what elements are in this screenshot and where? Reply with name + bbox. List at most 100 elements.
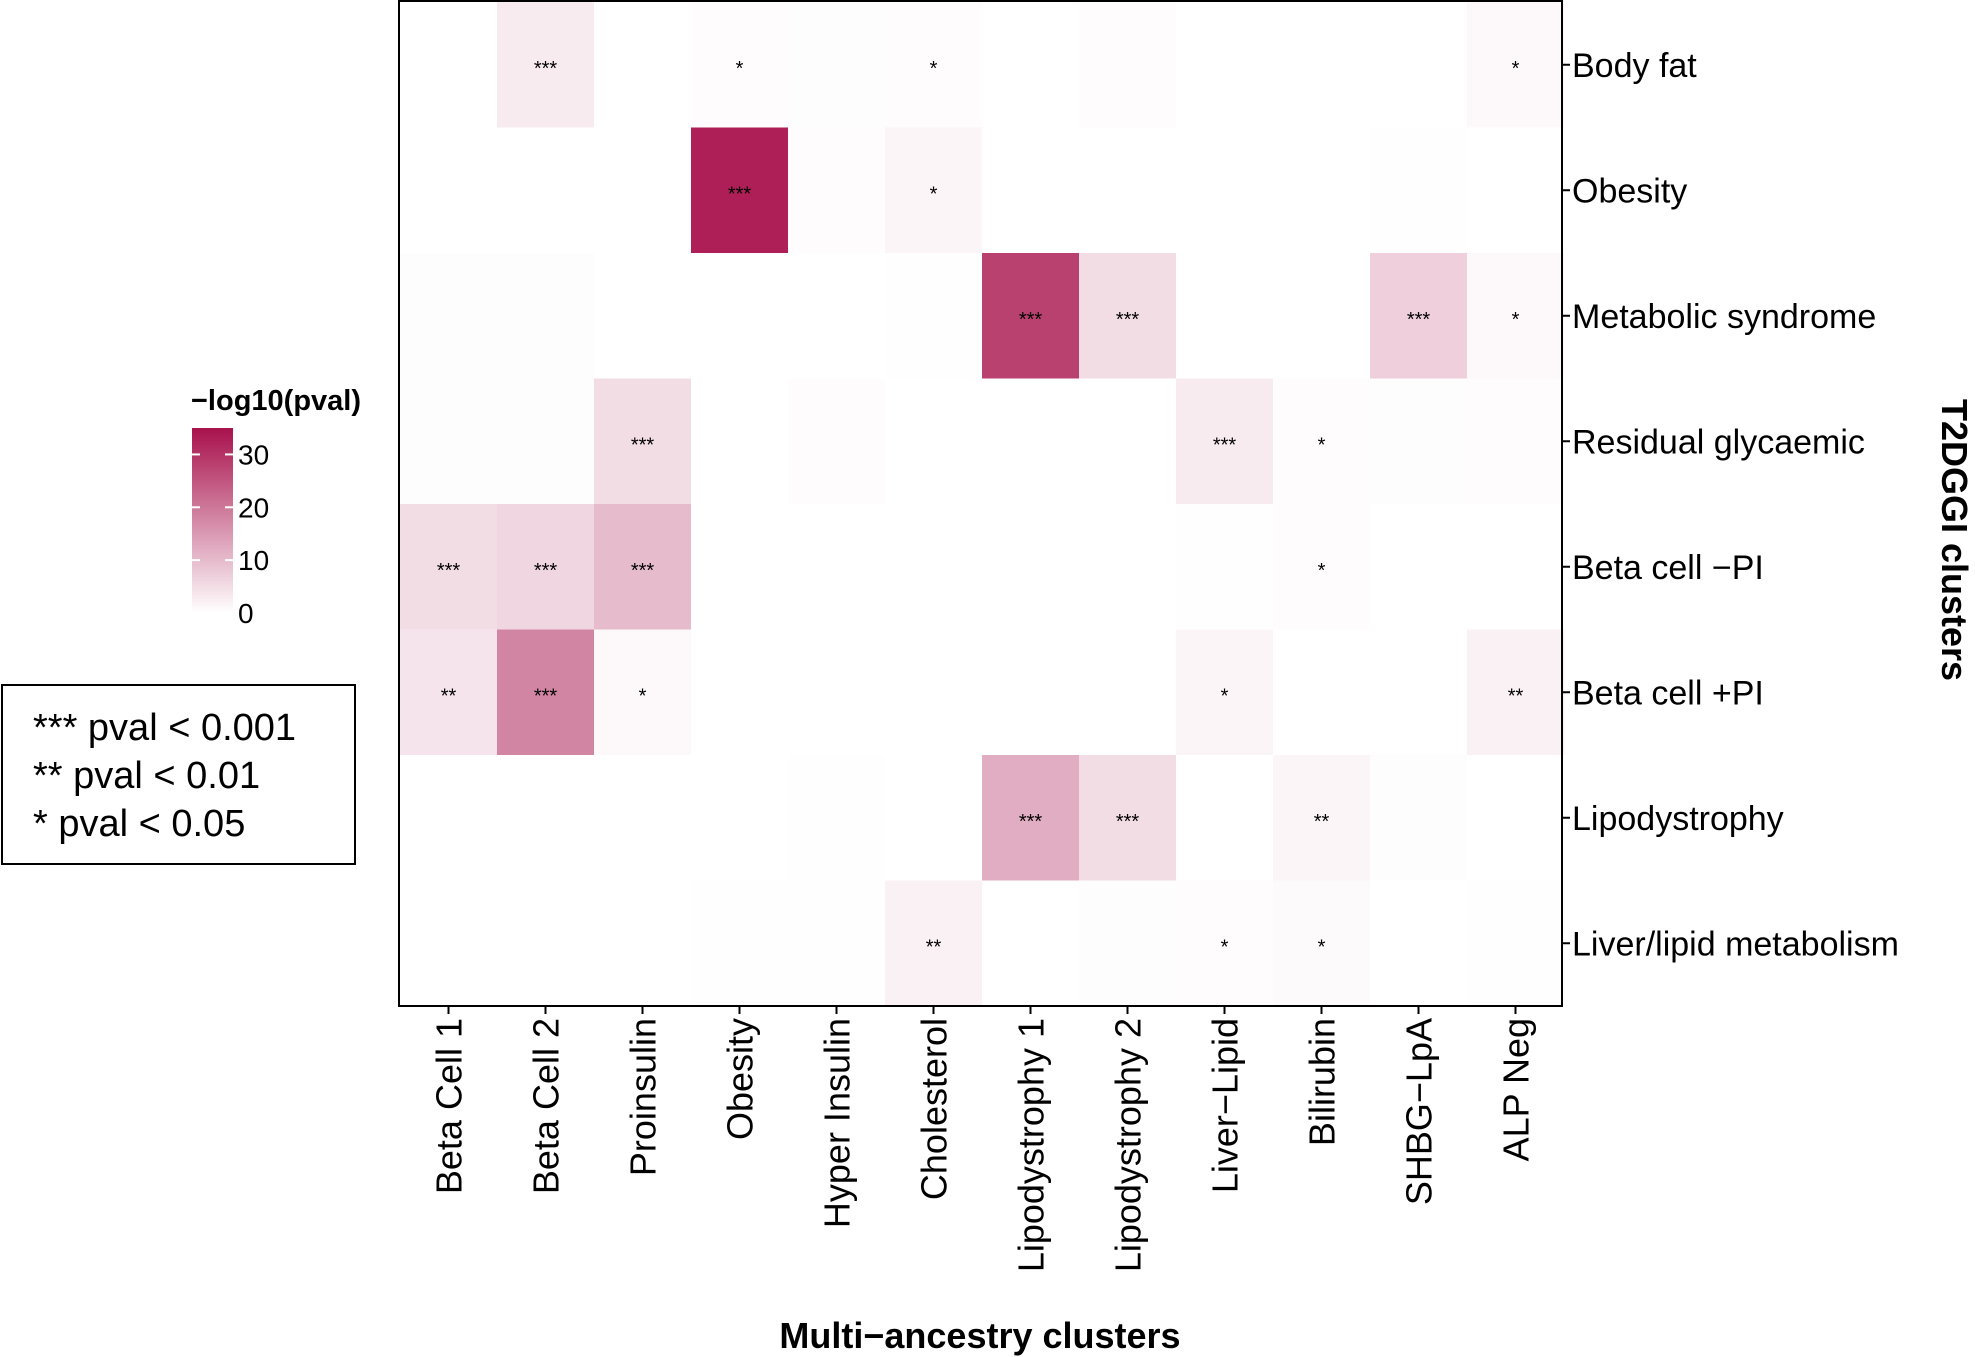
heatmap-cell: [497, 2, 595, 128]
heatmap-cell: [1176, 629, 1274, 756]
heatmap-cell: [400, 253, 498, 379]
x-tick-label: Lipodystrophy 2: [1108, 1018, 1149, 1272]
heatmap-cell: [788, 2, 886, 128]
y-tick-label: Body fat: [1572, 47, 1697, 85]
heatmap-cell: [982, 629, 1080, 756]
x-tick-label: Cholesterol: [914, 1018, 955, 1200]
heatmap-cell: [982, 127, 1080, 254]
heatmap-cell: [497, 253, 595, 379]
heatmap-cell: [885, 880, 983, 1007]
heatmap-cell: [1370, 378, 1468, 505]
heatmap-cell: [497, 755, 595, 881]
heatmap-cell: [982, 2, 1080, 128]
significance-mark: *: [1318, 560, 1326, 582]
heatmap-cell: [788, 755, 886, 881]
heatmap-cell: [1079, 2, 1177, 128]
heatmap-cell: [594, 127, 692, 254]
x-tick-label: Bilirubin: [1302, 1018, 1343, 1146]
heatmap-cell: [1370, 504, 1468, 630]
significance-mark: ***: [1019, 309, 1043, 331]
heatmap-cell: [1273, 253, 1371, 379]
heatmap-cell: [1467, 253, 1565, 379]
heatmap-cell: [594, 504, 692, 630]
y-tick-label: Metabolic syndrome: [1572, 298, 1876, 336]
heatmap-cell: [400, 504, 498, 630]
heatmap-cell: [1370, 880, 1468, 1007]
heatmap-cell: [400, 378, 498, 505]
legend-three-stars: *** pval < 0.001: [33, 707, 297, 749]
significance-mark: ***: [437, 560, 461, 582]
y-tick-label: Beta cell +PI: [1572, 674, 1764, 712]
heatmap-cell: [982, 755, 1080, 881]
heatmap-cell: [1273, 127, 1371, 254]
heatmap-cells: [400, 2, 1565, 1007]
heatmap-cell: [1370, 629, 1468, 756]
significance-mark: **: [1508, 685, 1524, 707]
significance-mark: *: [1221, 936, 1229, 958]
colorbar-tick-label: 30: [238, 439, 269, 470]
significance-mark: *: [1318, 936, 1326, 958]
significance-mark: *: [1221, 685, 1229, 707]
heatmap-cell: [691, 755, 789, 881]
heatmap-cell: [885, 2, 983, 128]
x-tick-label: Lipodystrophy 1: [1011, 1018, 1052, 1272]
heatmap-cell: [400, 880, 498, 1007]
heatmap-cell: [400, 127, 498, 254]
significance-mark: ***: [1019, 811, 1043, 833]
heatmap-cell: [691, 504, 789, 630]
significance-mark: *: [639, 685, 647, 707]
heatmap-cell: [982, 504, 1080, 630]
heatmap-cell: [1079, 629, 1177, 756]
heatmap-cell: [497, 127, 595, 254]
colorbar-tick-label: 10: [238, 545, 269, 576]
heatmap-cell: [788, 253, 886, 379]
heatmap-cell: [982, 253, 1080, 379]
heatmap-cell: [1176, 378, 1274, 505]
legend-one-star: * pval < 0.05: [33, 803, 246, 845]
x-tick-label: Proinsulin: [623, 1018, 664, 1176]
significance-mark: *: [736, 58, 744, 80]
heatmap-cell: [497, 504, 595, 630]
heatmap-cell: [1273, 755, 1371, 881]
x-tick-label: Obesity: [720, 1018, 761, 1140]
heatmap-cell: [1079, 504, 1177, 630]
x-tick-label: ALP Neg: [1496, 1018, 1537, 1161]
colorbar-gradient: [192, 428, 233, 613]
heatmap-cell: [1370, 2, 1468, 128]
heatmap-cell: [1273, 2, 1371, 128]
significance-mark: *: [930, 183, 938, 205]
heatmap-cell: [400, 755, 498, 881]
heatmap-cell: [497, 880, 595, 1007]
y-axis-label: T2DGGI clusters: [1934, 399, 1975, 681]
heatmap-cell: [594, 880, 692, 1007]
heatmap-cell: [788, 378, 886, 505]
heatmap-cell: [1273, 378, 1371, 505]
heatmap-cell: [691, 2, 789, 128]
heatmap-cell: [1176, 127, 1274, 254]
significance-mark: ***: [1116, 309, 1140, 331]
x-tick-label: Beta Cell 2: [526, 1018, 567, 1194]
heatmap-cell: [1467, 629, 1565, 756]
plot-border: [398, 0, 1563, 1007]
heatmap-cell: [982, 378, 1080, 505]
y-axis-ticks: Body fat Obesity Metabolic syndrome Residua…: [1562, 47, 1899, 963]
heatmap-cell: [1370, 127, 1468, 254]
heatmap-cell: [1370, 253, 1468, 379]
y-tick-label: Liver/lipid metabolism: [1572, 925, 1899, 963]
heatmap-cell: [1467, 880, 1565, 1007]
x-tick-label: Beta Cell 1: [429, 1018, 470, 1194]
heatmap-cell: [594, 378, 692, 505]
heatmap-cell: [497, 378, 595, 505]
colorbar-tick-label: 0: [238, 598, 254, 629]
heatmap-cell: [497, 629, 595, 756]
legend-two-stars: ** pval < 0.01: [33, 755, 261, 797]
heatmap-cell: [691, 127, 789, 254]
y-tick-label: Beta cell −PI: [1572, 549, 1764, 587]
significance-mark: **: [1314, 811, 1330, 833]
heatmap-cell: [788, 127, 886, 254]
colorbar-title: −log10(pval): [191, 385, 361, 417]
heatmap-cell: [1467, 127, 1565, 254]
heatmap-cell: [1176, 2, 1274, 128]
significance-mark: *: [1318, 434, 1326, 456]
heatmap-cell: [885, 629, 983, 756]
